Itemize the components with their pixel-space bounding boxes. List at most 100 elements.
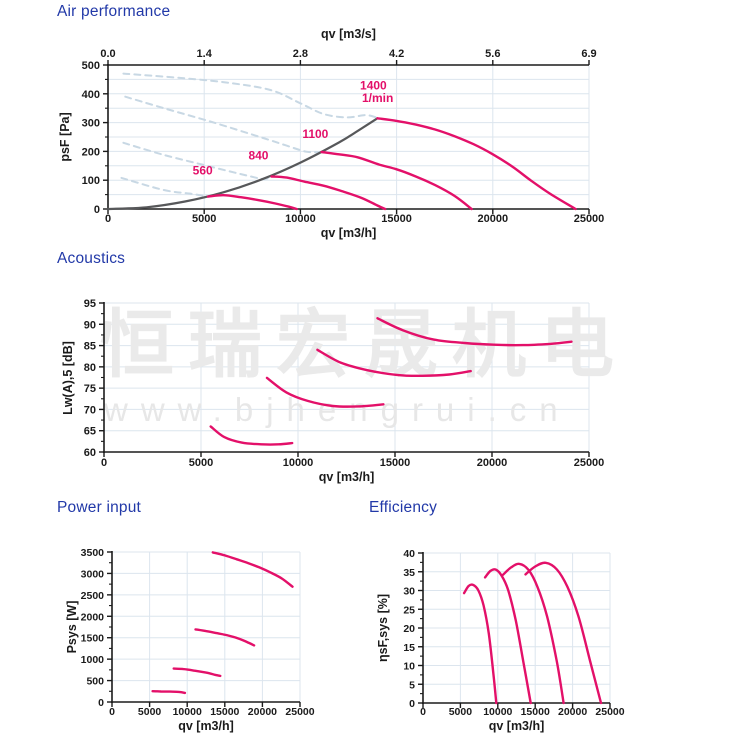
y-tick-label: 15 <box>403 642 415 654</box>
y-tick-label: 3000 <box>81 568 105 580</box>
gridlines <box>112 551 301 702</box>
x-tick-label: 0 <box>420 706 426 718</box>
x-tick-label: 10000 <box>483 706 512 718</box>
x-tick-label: 15000 <box>381 213 412 225</box>
curve-acoustics-1400 <box>376 317 573 347</box>
curve-acoustics-840 <box>265 376 385 408</box>
curve-power-840 <box>172 667 222 678</box>
x-tick-label: 25000 <box>574 457 605 469</box>
acoustics-title: Acoustics <box>57 250 126 267</box>
x-tick-label: 15000 <box>380 457 411 469</box>
x-tick-label: 25000 <box>285 706 314 718</box>
x-axis-label: qv [m3/h] <box>319 470 375 484</box>
curve-air-1400 <box>376 117 577 211</box>
y-tick-label: 75 <box>84 383 96 395</box>
x-axis-label: qv [m3/h] <box>321 226 377 240</box>
curve-efficiency-1100 <box>501 562 565 705</box>
y-tick-label: 2000 <box>81 611 105 623</box>
y-tick-label: 500 <box>82 60 100 72</box>
curve-power-1400 <box>211 551 294 588</box>
curve-power-1100 <box>194 628 256 647</box>
y-tick-label: 200 <box>82 146 100 158</box>
curve-acoustics-560 <box>209 425 294 446</box>
x-tick-label: 5000 <box>138 706 162 718</box>
x-tick-label: 10000 <box>283 457 314 469</box>
x-tick-label: 5000 <box>189 457 213 469</box>
curve-efficiency-560 <box>462 583 498 705</box>
x-axis-label: qv [m3/h] <box>178 719 234 733</box>
x-tick-label: 15000 <box>521 706 550 718</box>
curve-label: 840 <box>248 148 268 162</box>
x2-tick-label: 4.2 <box>389 48 404 60</box>
curve-air-840 <box>270 175 387 211</box>
y-tick-label: 85 <box>84 341 96 353</box>
y-tick-label: 20 <box>403 623 415 635</box>
curve-power-560 <box>151 690 187 695</box>
chart-efficiency: 0 5000 10000 15000 20000 25000 0 5 10 15 20 25 30 35 4… <box>376 548 625 733</box>
x-tick-label: 15000 <box>210 706 239 718</box>
y-tick-label: 1500 <box>81 633 105 645</box>
power-input-title: Power input <box>57 499 142 516</box>
chart-power: 0 5000 10000 15000 20000 25000 0 500 1000 1500 200… <box>65 547 315 733</box>
y-axis-label: Lw(A),5 [dB] <box>61 341 75 415</box>
y-tick-label: 90 <box>84 319 96 331</box>
x2-tick-label: 0.0 <box>100 48 115 60</box>
y-tick-label: 300 <box>82 118 100 130</box>
x-tick-label: 0 <box>101 457 107 469</box>
y-tick-label: 30 <box>403 586 415 598</box>
x-tick-label: 20000 <box>477 457 508 469</box>
axes: 0 5000 10000 15000 20000 25000 0 100 200 300 400 50… <box>58 27 604 240</box>
axes: 0 5000 10000 15000 20000 25000 60 65 70 75 80 85 90 9… <box>61 298 604 484</box>
curve-air-stall-560 <box>120 176 209 198</box>
x-tick-label: 10000 <box>173 706 202 718</box>
y-tick-label: 3500 <box>81 547 105 559</box>
y-tick-label: 65 <box>84 426 96 438</box>
curve-air-stall-1100 <box>124 95 322 154</box>
y-tick-label: 10 <box>403 661 415 673</box>
curve-efficiency-840 <box>483 568 532 705</box>
curve-air-1100 <box>320 150 473 211</box>
y-tick-label: 80 <box>84 362 96 374</box>
y-tick-label: 0 <box>409 698 415 710</box>
curve-air-560 <box>206 193 298 211</box>
y-tick-label: 500 <box>86 676 104 688</box>
curve-label: 560 <box>193 163 213 177</box>
x-tick-label: 20000 <box>248 706 277 718</box>
y-tick-label: 95 <box>84 298 96 310</box>
x-tick-label: 5000 <box>192 213 216 225</box>
y-tick-label: 35 <box>403 567 415 579</box>
x-tick-label: 0 <box>109 706 115 718</box>
curve-air-stall-1400 <box>122 72 379 119</box>
efficiency-title: Efficiency <box>369 499 438 516</box>
watermark-url: www.bjhengrui.cn <box>103 391 571 428</box>
x-tick-label: 10000 <box>285 213 316 225</box>
y-tick-label: 400 <box>82 89 100 101</box>
x2-tick-label: 1.4 <box>197 48 213 60</box>
x2-tick-label: 2.8 <box>293 48 308 60</box>
y-tick-label: 2500 <box>81 590 105 602</box>
curve-label: 1100 <box>302 127 328 141</box>
axes: 0 5000 10000 15000 20000 25000 0 500 1000 1500 200… <box>65 547 315 733</box>
x-tick-label: 5000 <box>449 706 473 718</box>
y-axis-label: ηsF,sys [%] <box>376 594 390 662</box>
curve-label: 1/min <box>362 91 393 105</box>
x2-tick-label: 6.9 <box>581 48 596 60</box>
air-performance-title: Air performance <box>57 3 171 20</box>
y-tick-label: 0 <box>94 204 100 216</box>
x-tick-label: 0 <box>105 213 111 225</box>
x2-tick-label: 5.6 <box>485 48 500 60</box>
curve-air-system-curve <box>106 117 379 211</box>
y-tick-label: 5 <box>409 679 415 691</box>
y-axis-label: Psys [W] <box>65 601 79 654</box>
curve-acoustics-1100 <box>316 348 472 378</box>
axes: 0 5000 10000 15000 20000 25000 0 5 10 15 20 25 30 35 4… <box>376 548 625 733</box>
x2-axis-label: qv [m3/s] <box>321 27 376 41</box>
y-axis-label: psF [Pa] <box>58 112 72 161</box>
curve-label: 1400 <box>360 78 387 92</box>
y-tick-label: 1000 <box>81 654 105 666</box>
y-tick-label: 70 <box>84 404 96 416</box>
x-tick-label: 20000 <box>478 213 509 225</box>
curve-efficiency-1400 <box>524 561 603 705</box>
